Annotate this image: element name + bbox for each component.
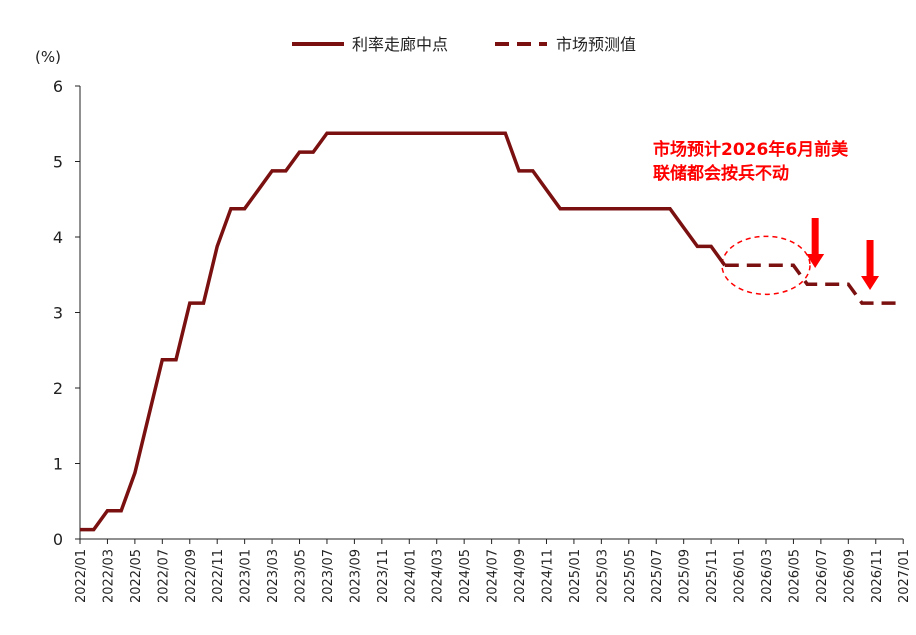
x-tick-label: 2026/03 — [760, 549, 775, 603]
down-arrow-icon — [861, 240, 880, 290]
down-arrow-icon — [806, 218, 825, 268]
x-tick-label: 2022/09 — [184, 549, 199, 603]
y-tick-label: 2 — [53, 379, 63, 398]
x-tick-label: 2024/03 — [431, 549, 446, 603]
y-tick-label: 5 — [53, 153, 63, 172]
x-tick-label: 2026/05 — [787, 549, 802, 603]
x-tick-label: 2024/05 — [458, 549, 473, 603]
annotation-line-1: 市场预计2026年6月前美 — [653, 139, 849, 160]
highlight-circle — [721, 235, 811, 296]
y-tick-label: 0 — [53, 530, 63, 549]
y-tick-label: 4 — [53, 228, 63, 247]
x-tick-label: 2026/07 — [815, 549, 830, 603]
x-tick-label: 2024/09 — [513, 549, 528, 603]
x-tick-label: 2024/07 — [486, 549, 501, 603]
y-unit-label: (%) — [35, 48, 61, 66]
x-tick-label: 2023/01 — [239, 549, 254, 603]
x-tick-label: 2022/05 — [129, 549, 144, 603]
x-tick-label: 2025/11 — [705, 549, 720, 603]
annotation-line-2: 联储都会按兵不动 — [653, 163, 789, 184]
x-tick-label: 2025/03 — [595, 549, 610, 603]
x-tick-label: 2026/01 — [733, 549, 748, 603]
x-tick-label: 2022/07 — [156, 549, 171, 603]
x-tick-label: 2025/05 — [623, 549, 638, 603]
y-tick-label: 1 — [53, 455, 63, 474]
y-tick-label: 6 — [53, 77, 63, 96]
x-tick-label: 2025/01 — [568, 549, 583, 603]
x-tick-label: 2024/11 — [540, 549, 555, 603]
x-tick-label: 2026/11 — [870, 549, 885, 603]
x-tick-label: 2023/03 — [266, 549, 281, 603]
x-tick-label: 2023/07 — [321, 549, 336, 603]
x-tick-label: 2023/09 — [348, 549, 363, 603]
series-line-2 — [724, 263, 904, 305]
legend-label-2: 市场预测值 — [556, 35, 636, 54]
x-tick-label: 2025/09 — [678, 549, 693, 603]
x-tick-label: 2022/01 — [74, 549, 89, 603]
series-line-1 — [80, 131, 727, 532]
x-tick-label: 2024/01 — [403, 549, 418, 603]
x-tick-label: 2025/07 — [650, 549, 665, 603]
legend-label-1: 利率走廊中点 — [352, 35, 448, 54]
x-tick-label: 2023/05 — [294, 549, 309, 603]
x-tick-label: 2023/11 — [376, 549, 391, 603]
x-tick-label: 2022/11 — [211, 549, 226, 603]
x-tick-label: 2026/09 — [842, 549, 857, 603]
x-tick-label: 2022/03 — [101, 549, 116, 603]
y-tick-label: 3 — [53, 304, 63, 323]
x-tick-label: 2027/01 — [897, 549, 912, 603]
